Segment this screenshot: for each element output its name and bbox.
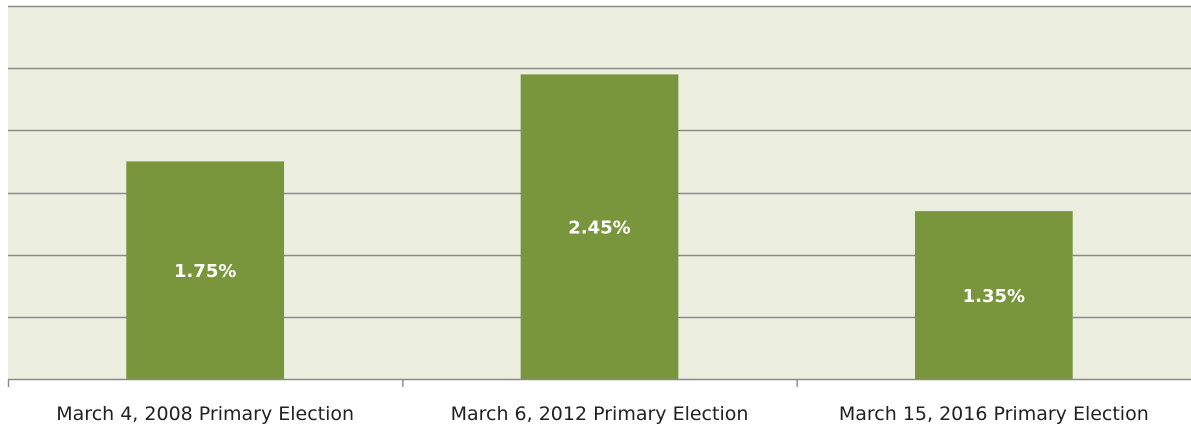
category-label: March 4, 2008 Primary Election [56, 403, 354, 425]
bar [914, 211, 1073, 379]
data-label: 1.75% [174, 261, 236, 282]
data-label: 2.45% [568, 218, 630, 239]
bars: 1.75% 2.45% 1.35% [126, 74, 1073, 379]
x-axis [7, 378, 1191, 387]
x-axis-tick-labels: March 4, 2008 Primary Election March 6, 2… [56, 403, 1149, 425]
bar [126, 161, 285, 379]
bar [520, 74, 679, 379]
category-label: March 15, 2016 Primary Election [839, 403, 1149, 425]
data-label: 1.35% [963, 286, 1025, 307]
category-label: March 6, 2012 Primary Election [451, 403, 749, 425]
